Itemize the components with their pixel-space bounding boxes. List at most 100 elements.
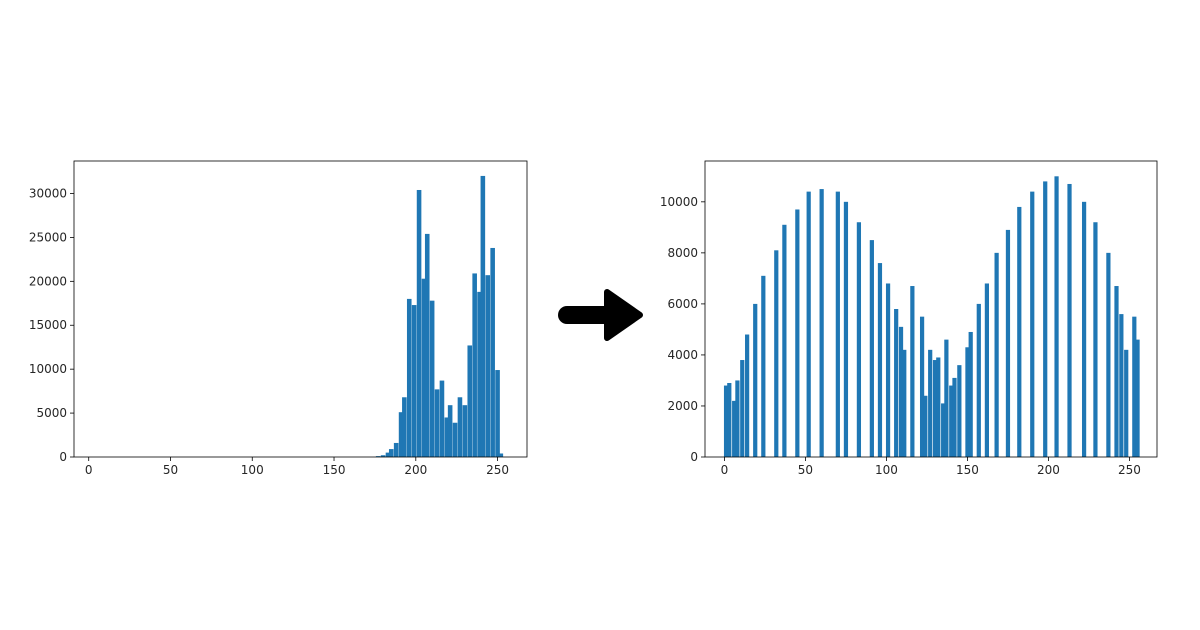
- bar: [877, 263, 883, 457]
- right-histogram: 0 50 100 150 200 250 0 2000 4000 6000 8000 10000: [660, 160, 1158, 477]
- bar: [856, 222, 862, 457]
- bar: [1043, 181, 1048, 457]
- bar: [819, 189, 824, 457]
- y-tick-label: 2000: [667, 399, 698, 413]
- bar: [936, 357, 941, 457]
- bar: [898, 326, 904, 457]
- x-tick-label: 200: [404, 463, 427, 477]
- bar: [1005, 229, 1011, 457]
- bar: [1054, 176, 1059, 457]
- x-tick-label: 250: [486, 463, 509, 477]
- bar: [1124, 349, 1129, 457]
- bar: [424, 233, 430, 457]
- bar: [740, 360, 745, 457]
- bar: [1093, 222, 1098, 457]
- bar: [406, 298, 412, 457]
- y-tick-label: 10000: [660, 195, 698, 209]
- x-tick-label: 0: [721, 463, 729, 477]
- y-tick-label: 6000: [667, 297, 698, 311]
- bar: [843, 201, 849, 457]
- bar: [919, 316, 925, 457]
- bar: [1132, 316, 1137, 457]
- bar: [411, 305, 417, 457]
- bar: [477, 291, 482, 457]
- bar: [498, 453, 504, 457]
- bar: [732, 400, 737, 457]
- bar: [994, 252, 999, 457]
- y-tick-label: 5000: [36, 406, 67, 420]
- y-tick-label: 0: [59, 450, 67, 464]
- y-tick-label: 10000: [29, 362, 67, 376]
- bar: [490, 247, 495, 457]
- bar: [723, 385, 729, 457]
- bar: [902, 349, 907, 457]
- bar: [434, 389, 440, 457]
- bar: [795, 209, 800, 457]
- bar: [965, 347, 970, 457]
- x-tick-label: 250: [1118, 463, 1141, 477]
- bar: [444, 417, 450, 457]
- bar: [429, 300, 435, 457]
- bar: [923, 395, 928, 457]
- x-tick-label: 50: [163, 463, 178, 477]
- bar: [952, 377, 957, 457]
- bar: [380, 455, 386, 457]
- axes-frame: [704, 160, 1158, 458]
- bar: [835, 191, 840, 457]
- bar: [485, 275, 491, 457]
- bar: [869, 240, 874, 457]
- bar: [774, 250, 779, 457]
- y-tick-label: 0: [690, 450, 698, 464]
- y-tick-label: 30000: [29, 186, 67, 200]
- x-tick-label: 100: [241, 463, 264, 477]
- bar: [1135, 339, 1140, 457]
- bar: [472, 273, 477, 457]
- y-tick-label: 4000: [667, 348, 698, 362]
- x-tick-label: 150: [323, 463, 346, 477]
- bar: [452, 422, 458, 457]
- x-tick-label: 150: [956, 463, 979, 477]
- bar: [949, 385, 954, 457]
- bar: [976, 303, 981, 457]
- bar: [385, 452, 391, 457]
- bar: [944, 339, 949, 457]
- x-tick-label: 50: [798, 463, 813, 477]
- bar: [1081, 201, 1087, 457]
- bar: [885, 283, 891, 457]
- bar: [495, 370, 500, 457]
- bar: [984, 283, 989, 457]
- bar: [467, 345, 473, 457]
- bar: [393, 442, 399, 457]
- bar: [910, 286, 915, 457]
- bar: [753, 303, 758, 457]
- bar: [806, 191, 811, 457]
- right-arrow-icon: [558, 289, 643, 341]
- bar: [375, 456, 381, 457]
- x-tick-label: 100: [875, 463, 898, 477]
- left-histogram: 0 50 100 150 200 250 0 5000 10000 15000 20000 25000…: [29, 160, 528, 477]
- bar: [398, 412, 404, 457]
- bar: [439, 380, 445, 457]
- bar: [1114, 286, 1119, 457]
- bar: [761, 275, 766, 457]
- y-tick-label: 25000: [29, 230, 67, 244]
- bar: [1119, 314, 1124, 457]
- bar: [1106, 252, 1111, 457]
- bar: [1030, 191, 1035, 457]
- bar: [1017, 206, 1022, 457]
- x-tick-label: 200: [1037, 463, 1060, 477]
- bar: [480, 175, 486, 457]
- y-tick-label: 15000: [29, 318, 67, 332]
- bar: [416, 189, 422, 458]
- bar: [457, 397, 463, 457]
- bar: [745, 334, 750, 457]
- bar: [447, 405, 453, 457]
- bar: [402, 397, 407, 457]
- bar: [735, 380, 740, 457]
- bar: [928, 349, 933, 457]
- bar: [932, 360, 938, 457]
- y-tick-label: 8000: [667, 246, 698, 260]
- bar: [941, 403, 946, 457]
- axes-frame: [73, 160, 528, 458]
